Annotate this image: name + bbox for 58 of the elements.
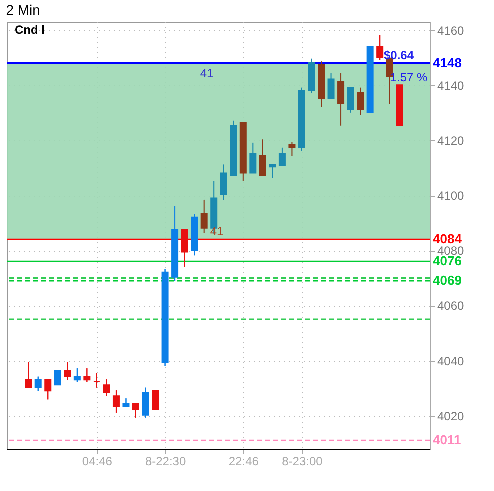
- candlestick: [288, 142, 296, 157]
- candlestick: [172, 206, 179, 282]
- candlestick: [162, 268, 169, 367]
- candlestick: [64, 362, 72, 381]
- y-tick-label: 4020: [438, 409, 465, 424]
- candlestick: [318, 61, 326, 108]
- y-tick-label: 4040: [438, 354, 465, 368]
- candlestick: [74, 368, 81, 383]
- candlestick: [84, 368, 91, 383]
- ref-line-label: 4076: [433, 254, 462, 269]
- candlestick: [347, 87, 354, 114]
- candlestick: [298, 87, 306, 152]
- candlestick: [366, 46, 374, 114]
- candlestick: [357, 87, 364, 116]
- x-tick-label: 22:46: [228, 454, 260, 468]
- candlestick: [250, 142, 257, 174]
- candlestick: [308, 58, 316, 94]
- candlestick: [122, 398, 130, 408]
- x-tick-label: 04:46: [82, 454, 113, 468]
- candlestick: [396, 84, 404, 126]
- candlestick: [230, 120, 238, 176]
- candlestick: [328, 73, 335, 100]
- ref-line-label: 4069: [433, 272, 462, 288]
- y-tick-label: 4060: [438, 299, 465, 314]
- candlestick: [200, 199, 208, 234]
- annotation: $0.64: [384, 48, 414, 62]
- ref-line-label: 4148: [433, 55, 462, 70]
- y-tick-label: 4140: [438, 78, 465, 93]
- candlestick: [181, 229, 188, 268]
- candlestick: [220, 164, 228, 202]
- annotation: Cnd l: [15, 23, 45, 37]
- candlestick: [112, 390, 120, 414]
- annotation: 41: [210, 224, 224, 239]
- candlestick: [103, 379, 110, 397]
- candlestick: [44, 379, 52, 400]
- candlestick: [259, 139, 266, 176]
- y-tick-label: 4100: [438, 189, 465, 204]
- candlestick: [93, 373, 100, 388]
- ref-line-label: 4084: [433, 232, 463, 247]
- candlestick: [142, 387, 150, 418]
- candlestick: [240, 122, 247, 182]
- candlestick: [152, 390, 160, 410]
- y-tick-label: 4120: [438, 134, 465, 148]
- candlestick: [25, 362, 32, 388]
- candlestick: [269, 164, 276, 179]
- candlestick: [376, 35, 384, 61]
- annotation: 1.57 %: [390, 70, 428, 84]
- x-tick-label: 8-22:30: [145, 454, 186, 468]
- annotation: 41: [200, 66, 214, 80]
- chart-title: 2 Min: [6, 2, 40, 18]
- candlestick: [191, 214, 198, 256]
- candlestick: [278, 147, 286, 166]
- x-tick-label: 8-23:00: [282, 454, 324, 468]
- candlestick: [54, 370, 62, 386]
- candlestick: [338, 73, 345, 126]
- ref-line-label: 4011: [433, 432, 462, 448]
- y-tick-label: 4160: [438, 24, 465, 38]
- candlestick: [34, 376, 42, 392]
